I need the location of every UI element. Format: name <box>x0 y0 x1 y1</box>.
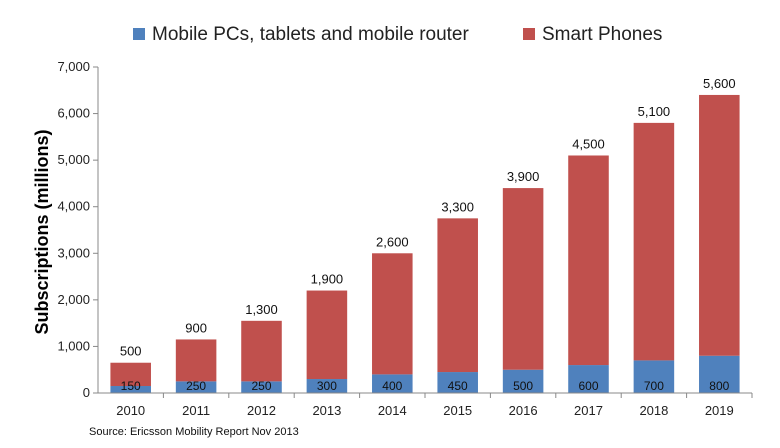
data-label-mobile-pcs: 800 <box>709 379 729 393</box>
data-label-mobile-pcs: 500 <box>513 379 533 393</box>
bar-mobile-pcs <box>306 379 348 393</box>
data-label-smart-phones: 4,500 <box>572 136 605 151</box>
data-label-smart-phones: 3,900 <box>507 169 540 184</box>
bar-mobile-pcs <box>437 372 478 393</box>
bar-mobile-pcs <box>241 381 282 393</box>
y-tick-label: 3,000 <box>57 245 90 260</box>
legend-item-smart-phones: Smart Phones <box>523 24 662 45</box>
x-tick-label: 2013 <box>312 403 341 418</box>
bar-smart-phones <box>175 339 217 382</box>
x-tick-label: 2017 <box>574 403 603 418</box>
x-tick-label: 2018 <box>639 403 668 418</box>
data-label-smart-phones: 5,600 <box>703 76 736 91</box>
legend-swatch <box>133 28 145 40</box>
x-tick-label: 2015 <box>443 403 472 418</box>
bars: 150 500 250 900 250 1,300 300 1,900 400 2,600 450 3… <box>110 76 740 393</box>
data-label-smart-phones: 1,900 <box>311 272 344 287</box>
y-tick-label: 6,000 <box>57 106 90 121</box>
data-label-mobile-pcs: 700 <box>644 379 664 393</box>
legend-label: Smart Phones <box>542 24 662 45</box>
legend-label: Mobile PCs, tablets and mobile router <box>152 24 469 45</box>
bar-smart-phones <box>699 94 740 356</box>
y-axis: 0 1,000 2,000 3,000 4,000 5,000 6,000 7,000 <box>57 59 99 400</box>
bar-mobile-pcs <box>568 365 609 393</box>
y-tick-label: 7,000 <box>57 59 90 74</box>
bar-smart-phones <box>372 253 413 375</box>
data-label-smart-phones: 900 <box>185 320 207 335</box>
bar-mobile-pcs <box>110 386 151 393</box>
bar-smart-phones <box>437 218 478 373</box>
legend-swatch <box>523 28 535 40</box>
bar-smart-phones <box>568 155 609 366</box>
y-tick-label: 4,000 <box>57 199 90 214</box>
x-axis: 2010 2011 2012 2013 2014 2015 2016 2017 2018 2019 <box>98 392 753 418</box>
data-label-smart-phones: 5,100 <box>638 104 671 119</box>
bar-mobile-pcs <box>699 355 740 393</box>
data-label-smart-phones: 500 <box>120 344 142 359</box>
legend: Mobile PCs, tablets and mobile router Sma… <box>133 24 662 45</box>
y-axis-label: Subscriptions (millions) <box>32 129 52 334</box>
data-label-mobile-pcs: 400 <box>382 379 402 393</box>
x-tick-label: 2014 <box>378 403 407 418</box>
data-label-mobile-pcs: 150 <box>121 379 141 393</box>
bar-mobile-pcs <box>502 369 544 393</box>
x-tick-label: 2010 <box>116 403 145 418</box>
data-label-mobile-pcs: 450 <box>448 379 468 393</box>
data-label-mobile-pcs: 300 <box>317 379 337 393</box>
x-tick-label: 2016 <box>509 403 538 418</box>
source-note: Source: Ericsson Mobility Report Nov 201… <box>89 426 299 438</box>
legend-item-mobile-pcs: Mobile PCs, tablets and mobile router <box>133 24 469 45</box>
data-label-smart-phones: 1,300 <box>245 302 278 317</box>
data-label-smart-phones: 2,600 <box>376 234 409 249</box>
bar-mobile-pcs <box>372 374 413 393</box>
bar-smart-phones <box>633 122 675 361</box>
data-label-mobile-pcs: 600 <box>578 379 598 393</box>
y-tick-label: 5,000 <box>57 152 90 167</box>
y-tick-label: 0 <box>83 385 90 400</box>
bar-smart-phones <box>241 320 282 382</box>
x-tick-label: 2019 <box>705 403 734 418</box>
y-tick-label: 2,000 <box>57 292 90 307</box>
bar-mobile-pcs <box>633 360 675 393</box>
x-tick-label: 2012 <box>247 403 276 418</box>
y-tick-label: 1,000 <box>57 338 90 353</box>
x-tick-label: 2011 <box>182 403 210 418</box>
bar-smart-phones <box>306 290 348 380</box>
data-label-smart-phones: 3,300 <box>441 199 474 214</box>
data-label-mobile-pcs: 250 <box>251 379 271 393</box>
bar-mobile-pcs <box>175 381 217 393</box>
data-label-mobile-pcs: 250 <box>186 379 206 393</box>
bar-smart-phones <box>110 362 151 387</box>
bar-smart-phones <box>502 188 544 370</box>
